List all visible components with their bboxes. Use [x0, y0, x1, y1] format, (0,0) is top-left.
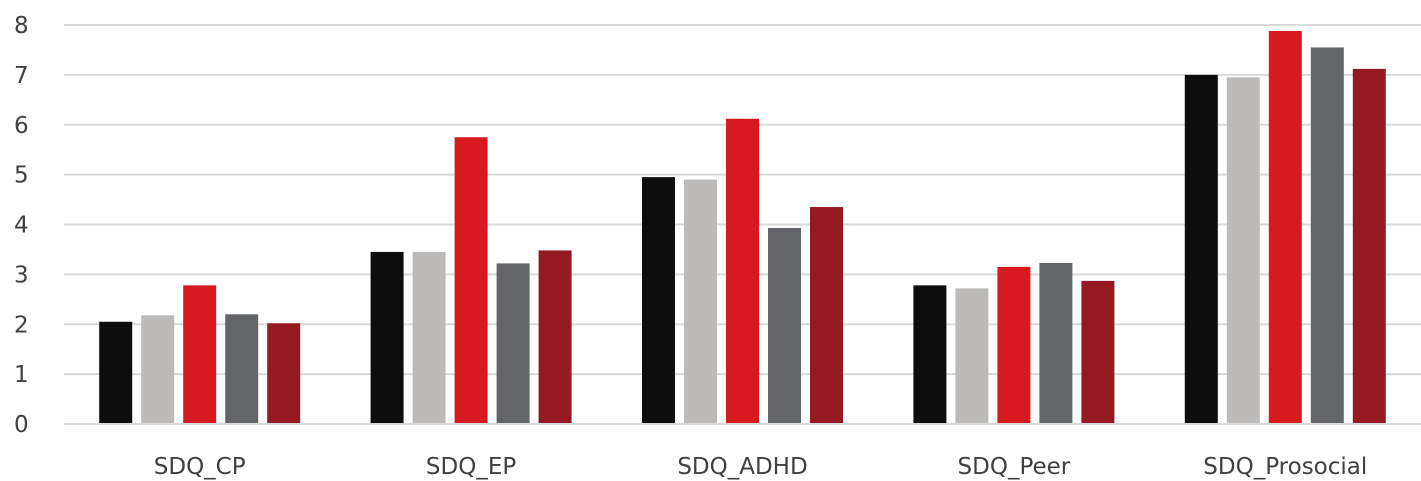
bar-sdq-ep-series-5: [538, 250, 572, 424]
bar-sdq-adhd-series-1: [642, 177, 675, 424]
bar-sdq-adhd-series-5: [810, 207, 843, 424]
bar-sdq-prosocial-series-4: [1310, 47, 1344, 424]
y-tick-label: 8: [14, 13, 29, 39]
y-tick-label: 4: [14, 213, 29, 239]
y-tick-label: 7: [14, 63, 29, 89]
bar-sdq-cp-series-5: [267, 323, 301, 424]
bar-sdq-prosocial-series-3: [1268, 30, 1302, 425]
bar-sdq-prosocial-series-2: [1226, 77, 1260, 425]
y-tick-label: 0: [14, 412, 29, 438]
x-category-label: SDQ_Prosocial: [1203, 454, 1367, 480]
bar-sdq-adhd-series-2: [684, 179, 717, 424]
bar-sdq-adhd-series-4: [768, 227, 801, 424]
y-tick-label: 6: [14, 113, 29, 139]
x-category-label: SDQ_EP: [426, 454, 516, 480]
bar-sdq-peer-series-1: [913, 285, 947, 424]
bar-sdq-cp-series-1: [99, 321, 133, 424]
bar-sdq-prosocial-series-1: [1184, 74, 1218, 424]
y-axis-tick-labels: 0 1 2 3 4 5 6 7 8: [14, 13, 29, 438]
x-axis-category-labels: SDQ_CP SDQ_EP SDQ_ADHD SDQ_Peer SDQ_Prosocia…: [154, 454, 1368, 480]
bar-sdq-ep-series-2: [412, 251, 446, 424]
bar-sdq-cp-series-2: [141, 315, 175, 424]
bar-sdq-cp-series-4: [225, 314, 259, 424]
bar-sdq-ep-series-3: [454, 137, 488, 424]
y-tick-label: 2: [14, 312, 29, 338]
bars: [99, 30, 1386, 425]
bar-sdq-peer-series-2: [955, 288, 989, 424]
x-category-label: SDQ_ADHD: [677, 454, 807, 480]
bar-sdq-adhd-series-3: [726, 118, 759, 424]
bar-sdq-peer-series-4: [1039, 262, 1073, 424]
bar-sdq-cp-series-3: [183, 285, 217, 424]
y-tick-label: 3: [14, 262, 29, 288]
x-category-label: SDQ_Peer: [958, 454, 1071, 480]
bar-sdq-ep-series-4: [496, 263, 530, 424]
bar-sdq-ep-series-1: [370, 251, 404, 424]
y-tick-label: 5: [14, 163, 29, 189]
bar-sdq-peer-series-5: [1081, 280, 1115, 424]
bar-sdq-peer-series-3: [997, 266, 1031, 424]
y-tick-label: 1: [14, 362, 29, 388]
x-category-label: SDQ_CP: [154, 454, 246, 480]
bar-sdq-prosocial-series-5: [1352, 68, 1386, 424]
